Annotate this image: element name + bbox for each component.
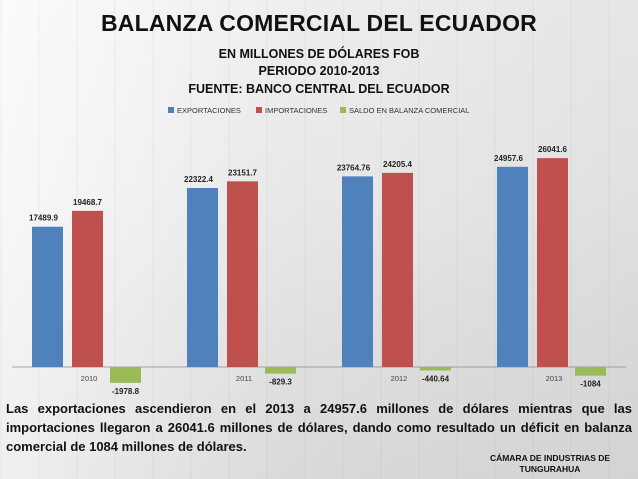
data-label: 19468.7 (73, 198, 102, 207)
x-tick-label: 2013 (546, 374, 563, 383)
legend-swatch (256, 107, 262, 113)
chart-legend: EXPORTACIONES IMPORTACIONES SALDO EN BALAN… (168, 106, 469, 115)
data-label: 17489.9 (29, 214, 58, 223)
data-label: 24957.6 (494, 154, 523, 163)
subtitle-units: EN MILLONES DE DÓLARES FOB (218, 47, 420, 61)
data-label: 26041.6 (538, 145, 567, 154)
data-label: 23151.7 (228, 168, 257, 177)
x-tick-label: 2012 (391, 374, 408, 383)
bar-exportaciones-2010 (32, 226, 63, 367)
legend-swatch (168, 107, 174, 113)
legend-label: IMPORTACIONES (265, 106, 327, 115)
plot-area: 17489.9 19468.7 -1978.8 2010 22322.4 23151.7 -… (12, 145, 626, 396)
legend-label: EXPORTACIONES (177, 106, 241, 115)
bar-exportaciones-2012 (342, 176, 373, 367)
data-label: -829.3 (269, 378, 292, 387)
bar-saldo-en-balanza-comercial-2010 (110, 367, 141, 383)
legend-label: SALDO EN BALANZA COMERCIAL (349, 106, 469, 115)
chart-title: BALANZA COMERCIAL DEL ECUADOR (101, 10, 537, 36)
bar-saldo-en-balanza-comercial-2013 (575, 367, 606, 376)
subtitle-source: FUENTE: BANCO CENTRAL DEL ECUADOR (188, 82, 450, 96)
data-label: 24205.4 (383, 160, 412, 169)
bar-chart: EXPORTACIONES IMPORTACIONES SALDO EN BALAN… (12, 106, 626, 396)
data-label: -1978.8 (112, 387, 140, 396)
data-label: -1084 (580, 380, 601, 389)
bar-importaciones-2012 (382, 172, 413, 367)
data-label: -440.64 (422, 375, 450, 384)
data-label: 23764.76 (337, 163, 371, 172)
bar-saldo-en-balanza-comercial-2012 (420, 367, 451, 371)
bar-importaciones-2010 (72, 210, 103, 367)
legend-item-1: IMPORTACIONES (256, 106, 327, 115)
source-note: CÁMARA DE INDUSTRIAS DE TUNGURAHUA (489, 453, 611, 474)
legend-item-2: SALDO EN BALANZA COMERCIAL (340, 106, 469, 115)
subtitle-period: PERIODO 2010-2013 (258, 64, 380, 78)
bar-saldo-en-balanza-comercial-2011 (265, 367, 296, 374)
description-text: Las exportaciones ascendieron en el 2013… (6, 401, 632, 454)
x-tick-label: 2011 (236, 374, 252, 383)
bar-exportaciones-2011 (187, 187, 218, 367)
bar-importaciones-2011 (227, 181, 258, 367)
data-label: 22322.4 (184, 175, 213, 184)
bar-importaciones-2013 (537, 158, 568, 367)
legend-item-0: EXPORTACIONES (168, 106, 241, 115)
legend-swatch (340, 107, 346, 113)
x-tick-label: 2010 (81, 374, 98, 383)
bar-exportaciones-2013 (497, 166, 528, 367)
